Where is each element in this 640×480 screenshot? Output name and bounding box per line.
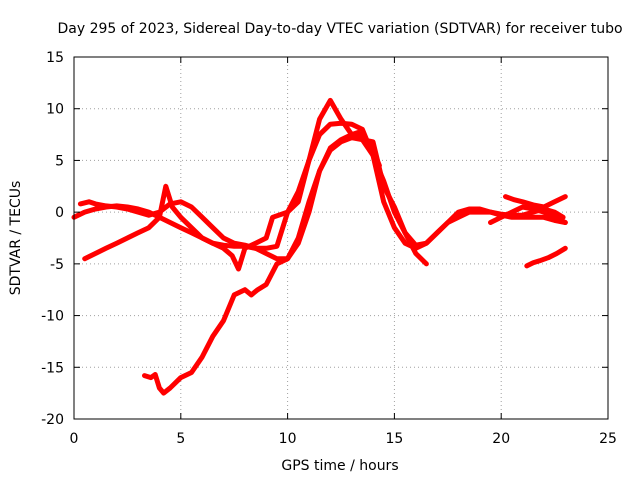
y-tick-label: -10 [41, 309, 64, 325]
plot-border [73, 56, 609, 420]
x-axis-label: GPS time / hours [281, 458, 398, 474]
chart-title: Day 295 of 2023, Sidereal Day-to-day VTE… [57, 21, 622, 37]
series-track-6 [488, 204, 568, 225]
y-tick-label: 0 [55, 205, 64, 221]
y-axis-label: SDTVAR / TECUs [8, 181, 24, 296]
y-tick-label: 10 [46, 102, 64, 118]
series-track-5 [503, 194, 568, 210]
grid-lines [74, 57, 608, 419]
x-tick-label: 20 [492, 431, 510, 447]
x-tick-label: 15 [385, 431, 403, 447]
y-tick-label: 15 [46, 50, 64, 66]
y-tick-label: 5 [55, 153, 64, 169]
axis-ticks: 0 5 10 15 20 25 -20 -15 -10 -5 0 5 10 15 [41, 50, 617, 447]
series-track-4 [142, 130, 382, 396]
y-tick-label: -15 [41, 360, 64, 376]
data-series [71, 97, 568, 396]
x-tick-label: 25 [599, 431, 617, 447]
x-tick-label: 5 [176, 431, 185, 447]
series-track-7 [524, 245, 568, 269]
y-tick-label: -20 [41, 412, 64, 428]
x-tick-label: 0 [70, 431, 79, 447]
y-tick-label: -5 [50, 257, 64, 273]
series-track-2 [77, 120, 566, 251]
x-tick-label: 10 [279, 431, 297, 447]
